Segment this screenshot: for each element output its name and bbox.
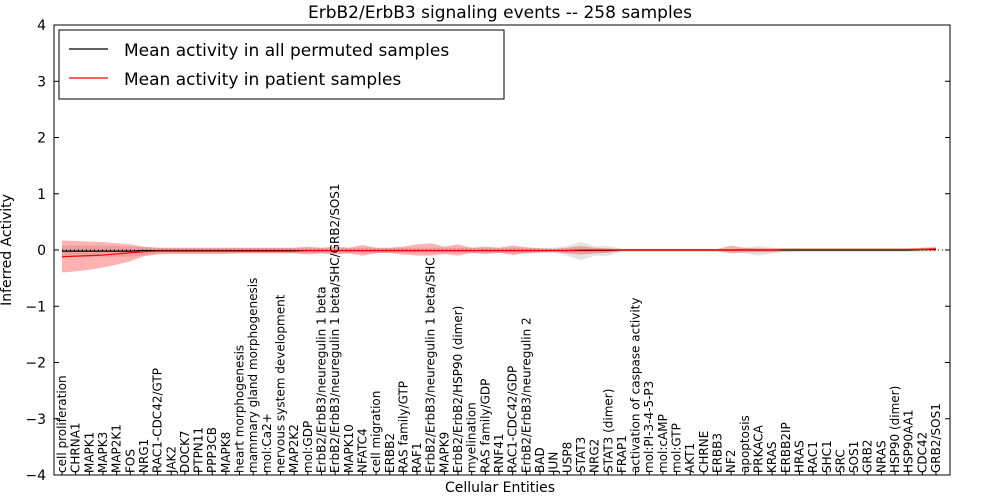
x-category-label: STAT3 [574, 437, 588, 473]
x-category-label: CHRNE [697, 431, 711, 473]
x-category-label: BAD [533, 447, 547, 473]
x-category-label: activation of caspase activity [629, 298, 643, 473]
x-category-label: RAC1-CDC42/GTP [151, 368, 165, 473]
band-patient [62, 240, 936, 273]
x-axis-label: Cellular Entities [445, 480, 555, 496]
y-tick-label: 4 [37, 18, 46, 34]
x-category-label: apoptosis [738, 415, 752, 473]
y-tick-label: 1 [37, 187, 46, 203]
y-tick-label: 3 [37, 74, 46, 90]
y-tick-label: −4 [25, 468, 46, 484]
x-category-label: SRC [833, 449, 847, 473]
x-category-label: RAC1-CDC42/GDP [506, 366, 520, 473]
x-category-label: RAF1 [410, 442, 424, 473]
x-category-label: MAPK1 [82, 432, 96, 473]
x-category-label: mammary gland morphogenesis [246, 278, 260, 473]
x-category-label: SHC1 [820, 440, 834, 473]
x-category-label: PTPN11 [192, 427, 206, 473]
legend-box [58, 29, 505, 100]
x-category-label: mol:GTP [670, 423, 684, 473]
x-category-label: PRKACA [751, 424, 765, 473]
y-axis-label: Inferred Activity [0, 194, 15, 306]
x-category-label: NRAS [874, 440, 888, 473]
legend: Mean activity in all permuted samples Me… [58, 29, 505, 100]
x-category-label: STAT3 (dimer) [601, 389, 615, 473]
x-category-label: ErbB2/ErbB3/neuregulin 1 beta/SHC [424, 257, 438, 473]
x-category-label: mol:GDP [301, 421, 315, 473]
x-category-label: FOS [123, 449, 137, 473]
x-category-label: CDC42 [915, 432, 929, 473]
x-category-label: GRB2/SOS1 [929, 403, 943, 473]
y-tick-label: 2 [37, 131, 46, 147]
x-category-label: USP8 [560, 442, 574, 473]
x-category-label: RAC1 [806, 441, 820, 473]
y-tick-label: −3 [25, 412, 46, 428]
series-line-patient [61, 248, 937, 258]
x-category-label: FRAP1 [615, 435, 629, 473]
x-category-label: ERBB2IP [779, 422, 793, 473]
plot-area-frame [53, 24, 951, 476]
x-category-label: NF2 [724, 449, 738, 473]
x-category-label: GRB2 [861, 439, 875, 473]
y-tick-label: 0 [37, 243, 46, 259]
x-category-label: PPP3CB [205, 427, 219, 473]
x-category-label: MAPK3 [96, 432, 110, 473]
x-category-label: JUN [547, 452, 561, 474]
x-category-label: ERBB3 [711, 433, 725, 473]
x-category-label: NRG2 [588, 439, 602, 473]
x-category-label: myelination [465, 402, 479, 473]
x-category-label: JAK2 [164, 446, 178, 474]
x-category-label: MAP2K2 [287, 424, 301, 473]
x-category-label: cell proliferation [55, 375, 69, 473]
x-category-label: ErbB2/ErbB3/neuregulin 1 beta/SHC/GRB2/S… [328, 183, 342, 473]
x-category-label: ERBB2 [383, 433, 397, 473]
x-category-label: cell migration [369, 391, 383, 473]
x-category-label: mol:cAMP [656, 414, 670, 473]
x-category-label: HRAS [792, 440, 806, 473]
x-category-label: DOCK7 [178, 430, 192, 473]
legend-label-permuted: Mean activity in all permuted samples [124, 41, 449, 61]
x-category-label: NRG1 [137, 439, 151, 473]
x-category-label: KRAS [765, 441, 779, 473]
x-category-label: HSP90AA1 [902, 409, 916, 473]
x-category-label: ErbB2/ErbB3/neuregulin 2 [519, 317, 533, 473]
chart-title: ErbB2/ErbB3 signaling events -- 258 samp… [308, 3, 692, 23]
x-category-label: AKT1 [683, 443, 697, 473]
x-category-label: ErbB2/ErbB3/neuregulin 1 beta [314, 286, 328, 473]
x-category-label: nervous system development [274, 294, 288, 473]
x-category-label: CHRNA1 [69, 422, 83, 473]
y-tick-label: −2 [25, 356, 46, 372]
x-category-label: MAPK9 [437, 432, 451, 473]
x-category-label: RNF41 [492, 434, 506, 474]
x-category-label: MAPK8 [219, 432, 233, 473]
x-category-label: mol:PI-3-4-5-P3 [642, 381, 656, 473]
x-category-label: MAP2K1 [110, 424, 124, 473]
x-category-label: RAS family/GTP [396, 381, 410, 473]
y-tick-label: −1 [25, 299, 46, 315]
x-category-label: MAPK10 [342, 424, 356, 473]
x-category-label: NFATC4 [355, 428, 369, 473]
x-category-label: HSP90 (dimer) [888, 386, 902, 473]
legend-label-patient: Mean activity in patient samples [124, 70, 401, 90]
x-category-label: SOS1 [847, 441, 861, 473]
x-category-label: mol:Ca2+ [260, 413, 274, 473]
x-category-label: ErbB2/ErbB2/HSP90 (dimer) [451, 306, 465, 473]
x-category-label: RAS family/GDP [478, 379, 492, 473]
x-category-label: heart morphogenesis [233, 345, 247, 473]
